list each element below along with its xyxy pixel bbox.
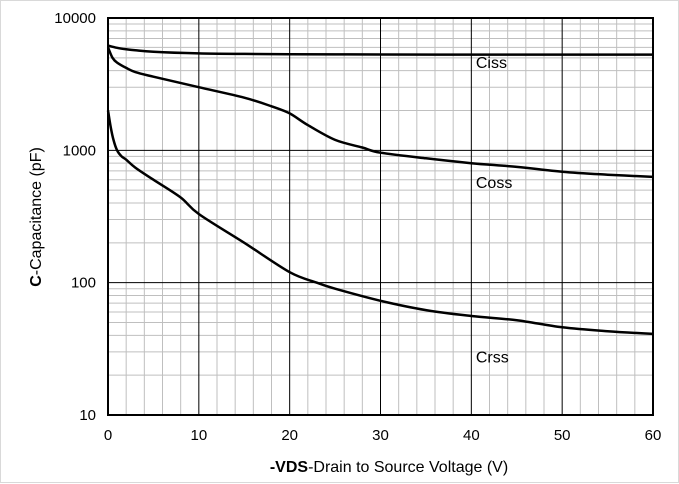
y-tick-label: 1000 <box>63 142 96 159</box>
tick-labels: 0 10 20 30 40 50 60 10 100 1000 10000 <box>54 10 661 444</box>
y-axis-title: C-Capacitance (pF) <box>28 147 45 287</box>
x-axis-title-bold: -VDS <box>270 459 309 476</box>
y-axis-title-rest: -Capacitance (pF) <box>28 147 45 275</box>
series-labels: Ciss Coss Crss <box>476 55 512 366</box>
y-axis-title-bold: C <box>28 275 45 287</box>
x-tick-label: 60 <box>645 427 662 444</box>
x-tick-label: 40 <box>463 427 480 444</box>
plot-area-frame <box>107 17 654 416</box>
x-tick-label: 20 <box>281 427 298 444</box>
x-axis-title: -VDS-Drain to Source Voltage (V) <box>270 459 508 476</box>
series-line-crss <box>106 110 654 336</box>
series-line-ciss <box>107 44 653 56</box>
x-tick-label: 0 <box>104 427 112 444</box>
y-tick-label: 10000 <box>54 10 96 27</box>
major-gridlines <box>108 18 653 415</box>
y-tick-label: 10 <box>79 407 96 424</box>
series-lines <box>106 44 654 336</box>
series-label-coss: Coss <box>476 175 512 192</box>
series-label-crss: Crss <box>476 349 509 366</box>
x-tick-label: 10 <box>190 427 207 444</box>
series-line-coss <box>106 46 654 179</box>
x-axis-title-rest: -Drain to Source Voltage (V) <box>308 459 508 476</box>
series-label-ciss: Ciss <box>476 55 507 72</box>
y-tick-label: 100 <box>71 275 96 292</box>
x-tick-label: 30 <box>372 427 389 444</box>
x-tick-label: 50 <box>554 427 571 444</box>
